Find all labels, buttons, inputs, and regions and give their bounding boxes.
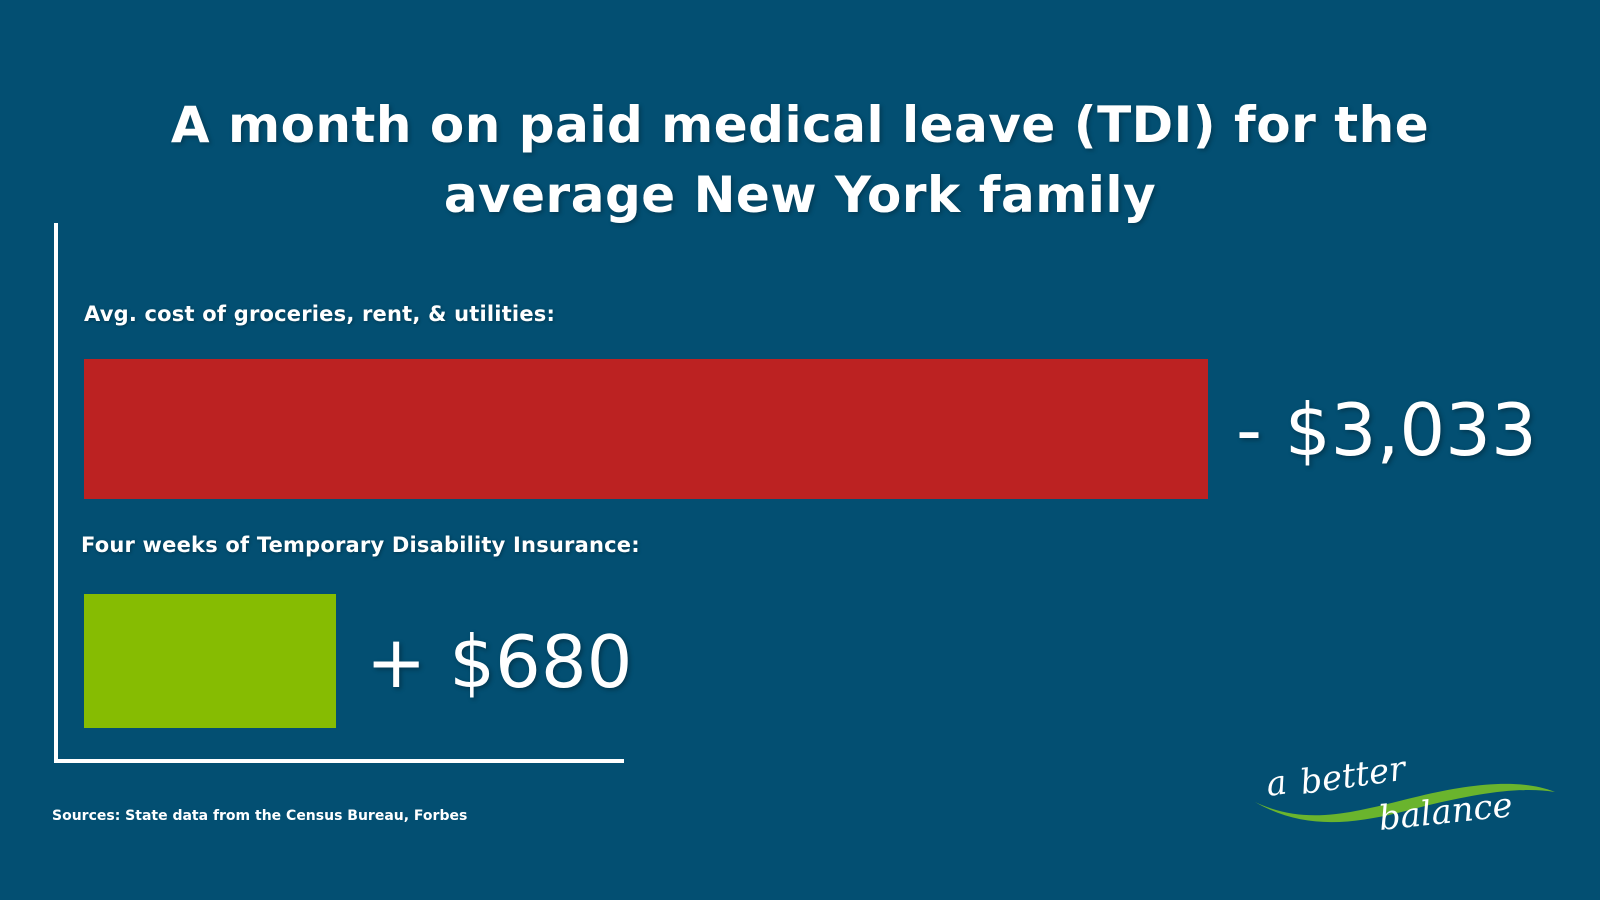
x-axis-line	[54, 759, 624, 763]
a-better-balance-logo: a better balance	[1255, 760, 1555, 839]
y-axis-line	[54, 223, 58, 763]
sources-note: Sources: State data from the Census Bure…	[52, 808, 468, 824]
chart-title-line-1: A month on paid medical leave (TDI) for …	[170, 96, 1430, 154]
chart-title-line-2: average New York family	[443, 166, 1157, 224]
bar-value-label: - $3,033	[1236, 388, 1537, 472]
logo-word-better: better	[1298, 760, 1410, 803]
bar	[84, 594, 336, 728]
bar-value-label: + $680	[366, 620, 633, 704]
logo-word-a: a	[1264, 762, 1290, 804]
bar	[84, 359, 1208, 499]
bar-category-label: Avg. cost of groceries, rent, & utilitie…	[84, 302, 556, 326]
logo-word-balance: balance	[1377, 785, 1515, 839]
logo-wave	[1255, 783, 1555, 823]
chart-title: A month on paid medical leave (TDI) for …	[0, 90, 1600, 230]
bar-category-label: Four weeks of Temporary Disability Insur…	[81, 533, 640, 557]
